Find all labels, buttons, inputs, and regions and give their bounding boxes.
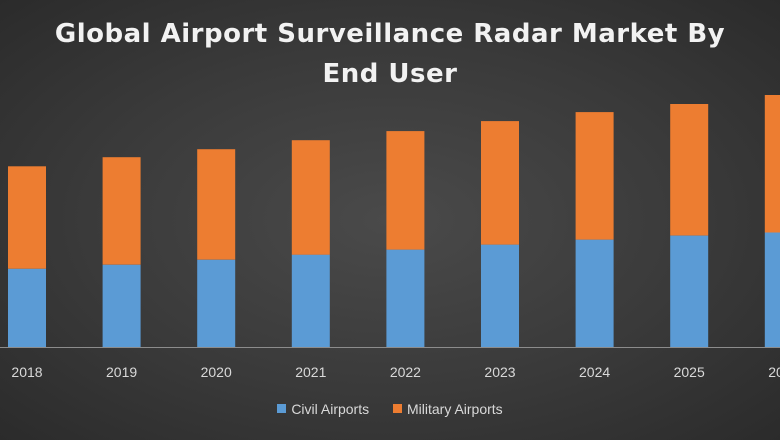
x-tick-label-2019: 2019 [106, 364, 137, 380]
bar-civil-airports-2022 [386, 249, 425, 347]
x-tick-label-2025: 2025 [674, 364, 705, 380]
legend-swatch-civil-airports [277, 404, 287, 413]
chart-title-line-1: Global Airport Surveillance Radar Market… [54, 19, 726, 49]
bar-civil-airports-2024 [575, 239, 614, 347]
x-tick-label-2021: 2021 [295, 364, 326, 380]
legend-item-military-airports: Military Airports [393, 401, 503, 417]
x-tick-label-2024: 2024 [579, 364, 610, 380]
bar-civil-airports-2025 [670, 235, 709, 347]
x-tick-label-2023: 2023 [484, 364, 515, 380]
chart-title: Global Airport Surveillance Radar Market… [0, 14, 780, 94]
legend-item-civil-airports: Civil Airports [277, 401, 369, 417]
bar-military-airports-2025 [670, 104, 709, 236]
bar-civil-airports-2019 [102, 264, 141, 347]
bar-military-airports-2023 [481, 121, 519, 245]
chart-title-line-2: End User [322, 59, 458, 89]
bar-civil-airports-2021 [291, 254, 330, 347]
bar-military-airports-2020 [197, 149, 236, 260]
bar-military-airports-2022 [386, 131, 425, 250]
x-tick-label-2018: 2018 [11, 364, 42, 380]
bar-civil-airports-2018 [8, 268, 46, 347]
bar-civil-airports-2023 [481, 244, 519, 347]
bar-military-airports-2024 [575, 112, 614, 240]
bar-military-airports-2026 [764, 95, 780, 233]
bar-civil-airports-2020 [197, 259, 236, 347]
bar-military-airports-2018 [8, 166, 46, 269]
x-tick-label-2020: 2020 [201, 364, 232, 380]
bar-military-airports-2019 [102, 157, 141, 265]
legend-swatch-military-airports [393, 404, 402, 413]
bar-military-airports-2021 [291, 140, 330, 255]
chart-legend: Civil Airports Military Airports [0, 400, 780, 417]
x-tick-label-2022: 2022 [390, 364, 421, 380]
legend-label-civil-airports: Civil Airports [291, 400, 370, 417]
bar-civil-airports-2026 [764, 232, 780, 347]
legend-label-military-airports: Military Airports [407, 400, 503, 417]
x-tick-label-2026: 2026 [768, 364, 780, 380]
